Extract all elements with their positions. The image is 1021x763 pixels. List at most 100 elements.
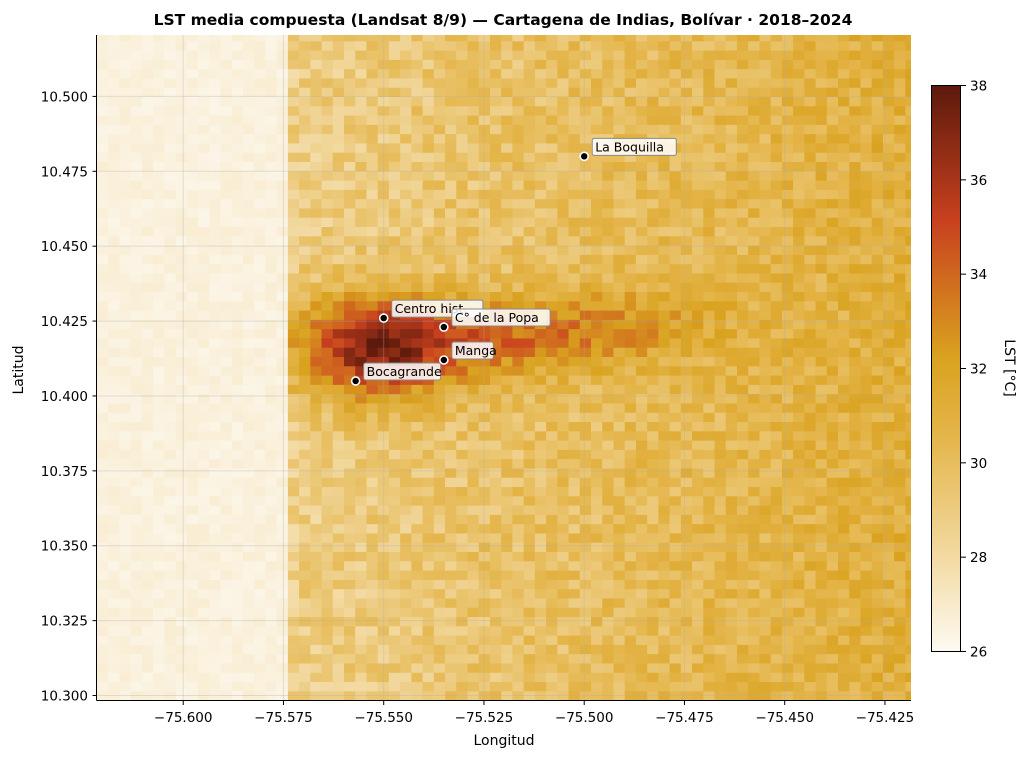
heatmap-cell <box>512 77 525 88</box>
heatmap-cell <box>231 542 244 553</box>
heatmap-cell <box>658 49 671 60</box>
heatmap-cell <box>175 588 188 599</box>
heatmap-cell <box>366 87 379 98</box>
heatmap-cell <box>534 542 547 553</box>
heatmap-cell <box>310 542 323 553</box>
heatmap-cell <box>119 319 132 330</box>
heatmap-cell <box>108 579 121 590</box>
heatmap-cell <box>400 347 412 358</box>
heatmap-cell <box>680 365 693 376</box>
heatmap-cell <box>647 477 659 488</box>
heatmap-cell <box>242 40 255 51</box>
heatmap-cell <box>568 105 581 116</box>
heatmap-cell <box>815 644 828 655</box>
heatmap-cell <box>299 217 311 228</box>
heatmap-cell <box>770 35 783 42</box>
heatmap-cell <box>860 607 873 618</box>
heatmap-cell <box>748 217 761 228</box>
heatmap-cell <box>422 133 435 144</box>
heatmap-cell <box>456 412 469 423</box>
heatmap-cell <box>97 477 109 488</box>
heatmap-cell <box>310 254 323 265</box>
heatmap-cell <box>400 542 412 553</box>
heatmap-cell <box>265 300 278 311</box>
heatmap-cell <box>108 189 121 200</box>
heatmap-cell <box>815 161 828 172</box>
heatmap-cell <box>467 486 480 497</box>
heatmap-cell <box>736 179 749 190</box>
heatmap-cell <box>781 300 794 311</box>
heatmap-cell <box>669 597 682 608</box>
heatmap-cell <box>489 495 502 506</box>
heatmap-cell <box>534 486 547 497</box>
heatmap-cell <box>366 653 379 664</box>
heatmap-cell <box>344 504 356 515</box>
heatmap-cell <box>557 412 570 423</box>
heatmap-cell <box>826 59 839 70</box>
heatmap-cell <box>613 393 626 404</box>
heatmap-cell <box>141 87 154 98</box>
heatmap-cell <box>467 217 480 228</box>
heatmap-cell <box>759 328 772 339</box>
heatmap-cell <box>209 272 222 283</box>
heatmap-cell <box>231 412 244 423</box>
heatmap-cell <box>501 263 514 274</box>
heatmap-cell <box>613 207 626 218</box>
heatmap-cell <box>332 514 345 525</box>
heatmap-cell <box>725 570 738 580</box>
heatmap-cell <box>658 486 671 497</box>
heatmap-cell <box>231 142 244 153</box>
heatmap-cell <box>141 579 154 590</box>
heatmap-cell <box>770 690 783 700</box>
heatmap-cell <box>826 309 839 320</box>
heatmap-cell <box>523 77 536 88</box>
heatmap-cell <box>119 439 132 450</box>
heatmap-cell <box>422 542 435 553</box>
heatmap-cell <box>725 328 738 339</box>
heatmap-cell <box>97 458 109 469</box>
heatmap-cell <box>287 430 300 441</box>
heatmap-cell <box>860 235 873 246</box>
heatmap-cell <box>546 579 558 590</box>
heatmap-cell <box>231 616 244 627</box>
heatmap-cell <box>97 486 109 497</box>
heatmap-cell <box>119 421 132 432</box>
heatmap-cell <box>388 467 401 478</box>
heatmap-cell <box>445 681 457 692</box>
heatmap-cell <box>501 217 514 228</box>
heatmap-cell <box>658 625 671 636</box>
heatmap-cell <box>377 133 390 144</box>
heatmap-cell <box>355 690 368 700</box>
heatmap-cell <box>647 77 659 88</box>
heatmap-cell <box>826 189 839 200</box>
heatmap-cell <box>501 570 514 580</box>
heatmap-cell <box>546 226 558 237</box>
heatmap-cell <box>433 495 446 506</box>
heatmap-cell <box>141 244 154 255</box>
heatmap-cell <box>613 77 626 88</box>
heatmap-cell <box>332 105 345 116</box>
heatmap-cell <box>647 625 659 636</box>
heatmap-cell <box>804 142 817 153</box>
heatmap-cell <box>153 244 165 255</box>
heatmap-cell <box>568 189 581 200</box>
heatmap-cell <box>781 579 794 590</box>
heatmap-cell <box>242 384 255 395</box>
heatmap-cell <box>624 309 637 320</box>
heatmap-cell <box>770 579 783 590</box>
heatmap-cell <box>669 40 682 51</box>
heatmap-cell <box>523 198 536 209</box>
heatmap-cell <box>849 235 862 246</box>
heatmap-cell <box>321 319 334 330</box>
heatmap-cell <box>433 179 446 190</box>
heatmap-cell <box>400 588 412 599</box>
heatmap-cell <box>658 337 671 348</box>
heatmap-cell <box>130 40 143 51</box>
heatmap-cell <box>602 690 615 700</box>
heatmap-cell <box>254 486 267 497</box>
heatmap-cell <box>209 207 222 218</box>
heatmap-cell <box>871 579 884 590</box>
heatmap-cell <box>759 467 772 478</box>
heatmap-cell <box>186 542 199 553</box>
heatmap-cell <box>445 328 457 339</box>
